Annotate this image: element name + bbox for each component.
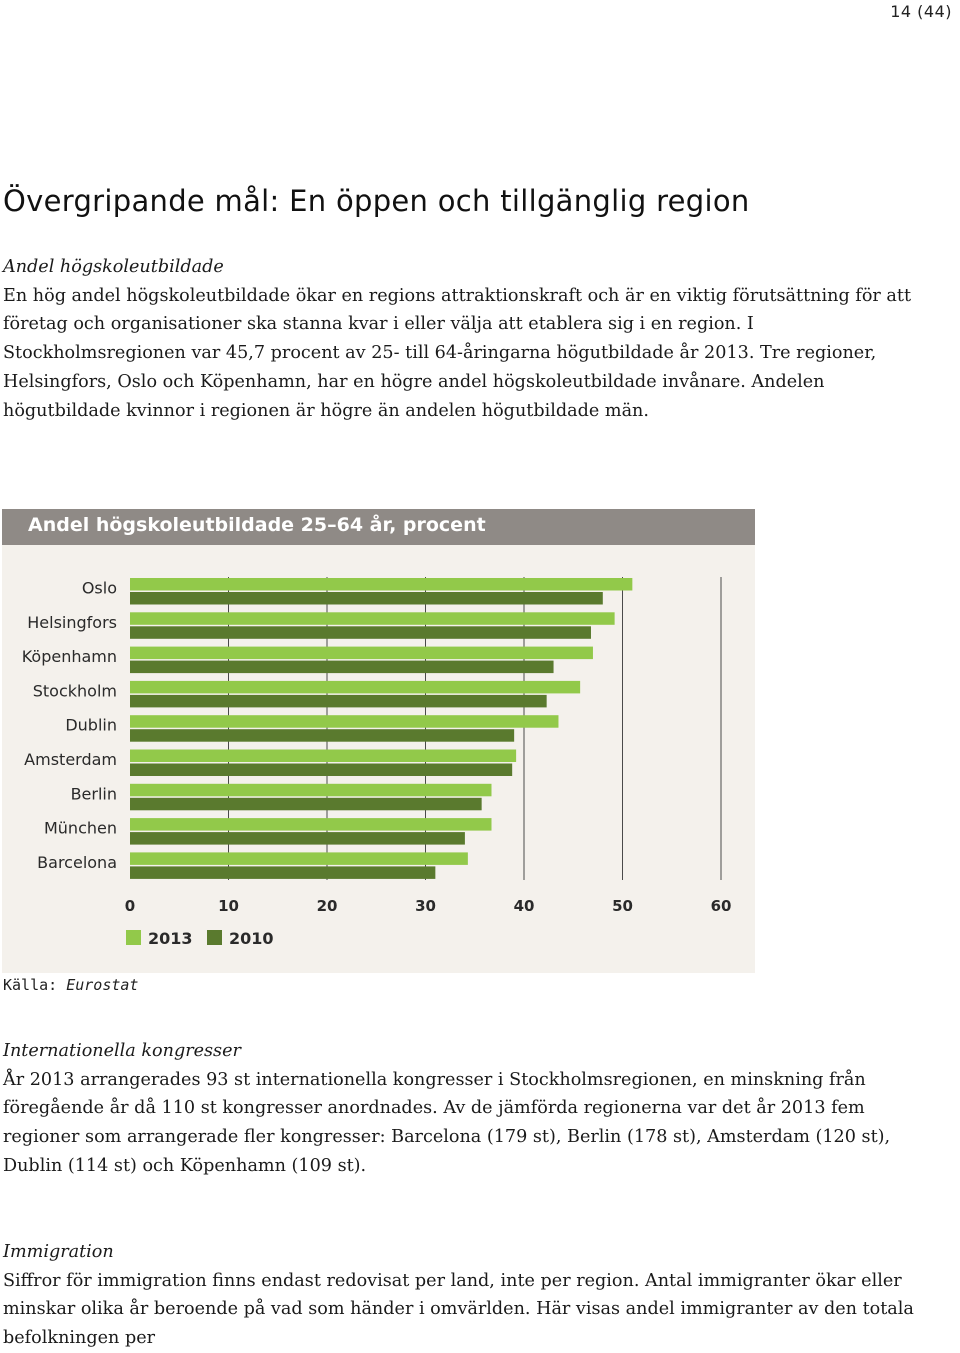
section-body: Siffror för immigration finns endast red…: [3, 1270, 914, 1349]
category-label: Oslo: [82, 579, 117, 598]
x-tick-label: 50: [612, 897, 633, 915]
bar-2013: [130, 818, 492, 831]
bar-2013: [130, 612, 615, 625]
x-tick-label: 40: [514, 897, 535, 915]
source-name: Eurostat: [66, 976, 139, 994]
chart-plot: Oslo Helsingfors Köpenhamn Stockholm Dublin A…: [22, 577, 732, 948]
x-tick-label: 20: [317, 897, 338, 915]
section-title: Immigration: [3, 1242, 114, 1262]
section-body: En hög andel högskoleutbildade ökar en r…: [3, 285, 912, 421]
bar-2010: [130, 694, 547, 708]
section-immigration: Immigration Siffror för immigration finn…: [3, 1238, 933, 1353]
x-tick-label: 0: [125, 897, 135, 915]
bar-2013: [130, 749, 517, 762]
category-label: Berlin: [71, 784, 117, 803]
category-label: Köpenhamn: [22, 647, 117, 666]
bar-2013: [130, 578, 633, 591]
legend-label: 2013: [148, 929, 193, 948]
bar-2010: [130, 797, 482, 811]
bar-2010: [130, 592, 603, 605]
section-kongresser: Internationella kongresser År 2013 arran…: [3, 1037, 933, 1181]
source-label: Källa:: [3, 976, 58, 994]
education-chart: Andel högskoleutbildade 25–64 år, procen…: [2, 509, 755, 973]
bar-2010: [130, 626, 591, 639]
bar-2010: [130, 763, 513, 776]
bar-2013: [130, 852, 468, 865]
bar-2010: [130, 729, 515, 742]
bar-2010: [130, 660, 554, 674]
category-label: Barcelona: [37, 853, 117, 872]
x-tick-label: 30: [415, 897, 436, 915]
source-note: Källa: Eurostat: [3, 976, 138, 994]
bar-2013: [130, 715, 559, 728]
bar-2013: [130, 646, 593, 660]
category-label: Amsterdam: [24, 750, 117, 769]
x-tick-label: 10: [218, 897, 239, 915]
legend-swatch-2013: [126, 930, 141, 945]
bar-2010: [130, 832, 465, 845]
section-body: År 2013 arrangerades 93 st internationel…: [3, 1069, 891, 1176]
legend-label: 2010: [229, 929, 274, 948]
category-label: Helsingfors: [27, 613, 117, 632]
chart-title: Andel högskoleutbildade 25–64 år, procen…: [28, 514, 486, 536]
x-tick-label: 60: [711, 897, 732, 915]
bar-2013: [130, 680, 581, 694]
chart-title-bar: Andel högskoleutbildade 25–64 år, procen…: [2, 509, 755, 545]
section-title: Internationella kongresser: [3, 1041, 241, 1061]
category-label: Stockholm: [33, 681, 117, 700]
section-title: Andel högskoleutbildade: [3, 257, 224, 277]
bar-2013: [130, 783, 492, 797]
bar-2010: [130, 866, 436, 879]
category-label: München: [44, 819, 117, 838]
category-label: Dublin: [65, 716, 117, 735]
page-heading: Övergripande mål: En öppen och tillgängl…: [3, 184, 750, 218]
legend-swatch-2010: [207, 930, 222, 945]
page-number: 14 (44): [890, 2, 952, 21]
section-hogskoleutbildade: Andel högskoleutbildade En hög andel hög…: [3, 253, 933, 425]
